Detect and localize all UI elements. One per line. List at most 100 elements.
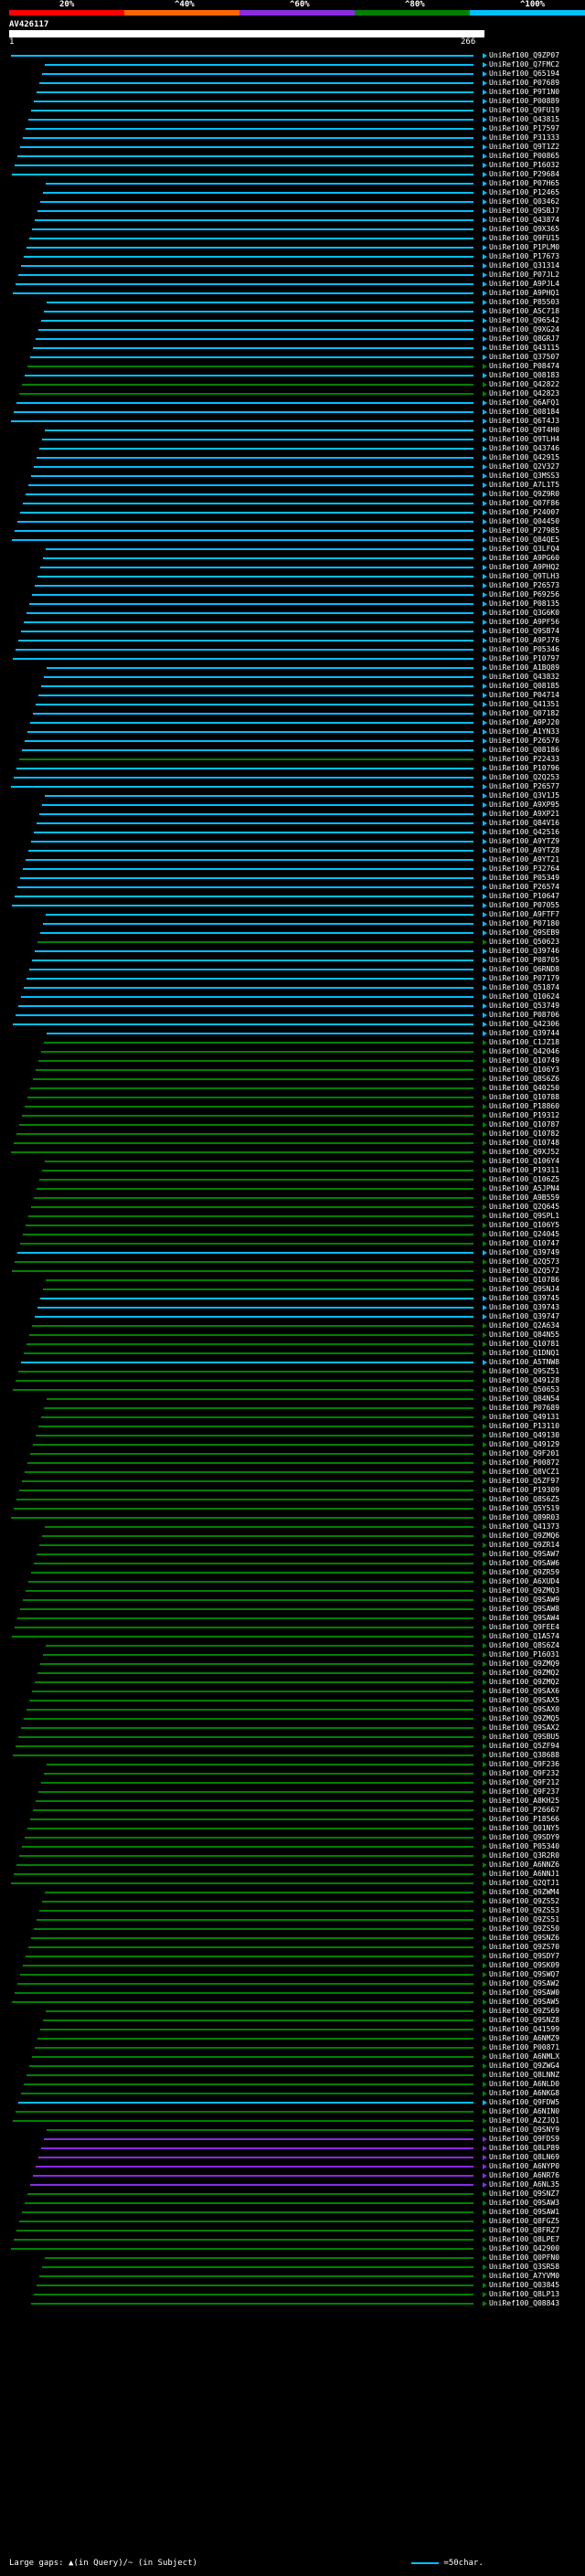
hit-row[interactable]: UniRef100_P05340	[0, 1842, 585, 1851]
hit-row[interactable]: UniRef100_Q51874	[0, 983, 585, 992]
hit-id-link[interactable]: UniRef100_Q9ZMQ3	[489, 1586, 560, 1595]
hit-id-link[interactable]: UniRef100_A7L1T5	[489, 481, 560, 489]
hit-alignment-line[interactable]	[23, 1234, 473, 1235]
hit-alignment-line[interactable]	[16, 283, 473, 285]
hit-row[interactable]: UniRef100_A6XUD4	[0, 1577, 585, 1586]
hit-row[interactable]: UniRef100_Q8LPE7	[0, 2235, 585, 2244]
hit-alignment-line[interactable]	[24, 621, 473, 623]
hit-alignment-line[interactable]	[39, 1179, 473, 1181]
hit-row[interactable]: UniRef100_Q9ZS51	[0, 1915, 585, 1924]
hit-id-link[interactable]: UniRef100_A6NKG8	[489, 2089, 560, 2097]
hit-alignment-line[interactable]	[41, 320, 473, 322]
hit-id-link[interactable]: UniRef100_P29684	[489, 170, 560, 178]
hit-row[interactable]: UniRef100_Q6AFQ1	[0, 398, 585, 408]
hit-alignment-line[interactable]	[42, 804, 473, 806]
hit-id-link[interactable]: UniRef100_Q10781	[489, 1340, 560, 1348]
hit-id-link[interactable]: UniRef100_Q49128	[489, 1376, 560, 1384]
hit-id-link[interactable]: UniRef100_Q49131	[489, 1413, 560, 1421]
hit-alignment-line[interactable]	[14, 1142, 473, 1144]
hit-id-link[interactable]: UniRef100_A7YVM0	[489, 2272, 560, 2280]
hit-id-link[interactable]: UniRef100_Q5ZF94	[489, 1742, 560, 1750]
hit-id-link[interactable]: UniRef100_Q42822	[489, 380, 560, 388]
hit-id-link[interactable]: UniRef100_A9YTZ9	[489, 837, 560, 845]
hit-id-link[interactable]: UniRef100_P9T1N0	[489, 88, 560, 96]
hit-row[interactable]: UniRef100_Q10787	[0, 1120, 585, 1129]
hit-alignment-line[interactable]	[29, 2065, 473, 2067]
hit-id-link[interactable]: UniRef100_P19311	[489, 1166, 560, 1174]
hit-alignment-line[interactable]	[15, 1627, 473, 1628]
hit-id-link[interactable]: UniRef100_Q6AFQ1	[489, 398, 560, 407]
hit-id-link[interactable]: UniRef100_P07H65	[489, 179, 560, 187]
hit-id-link[interactable]: UniRef100_Q2Q572	[489, 1267, 560, 1275]
hit-id-link[interactable]: UniRef100_Q9ZS53	[489, 1906, 560, 1914]
hit-id-link[interactable]: UniRef100_Q43832	[489, 673, 560, 681]
hit-alignment-line[interactable]	[26, 1956, 473, 1957]
hit-id-link[interactable]: UniRef100_Q3G6K0	[489, 609, 560, 617]
hit-alignment-line[interactable]	[30, 722, 473, 724]
hit-alignment-line[interactable]	[11, 420, 473, 422]
hit-row[interactable]: UniRef100_Q8S6Z5	[0, 1495, 585, 1504]
hit-id-link[interactable]: UniRef100_Q9SAW7	[489, 1550, 560, 1558]
hit-row[interactable]: UniRef100_Q9FEE4	[0, 1623, 585, 1632]
hit-row[interactable]: UniRef100_P85503	[0, 298, 585, 307]
hit-alignment-line[interactable]	[26, 1590, 473, 1592]
hit-id-link[interactable]: UniRef100_Q9SAW0	[489, 1988, 560, 1997]
hit-row[interactable]: UniRef100_Q9SAW7	[0, 1550, 585, 1559]
hit-alignment-line[interactable]	[38, 1060, 473, 1062]
hit-id-link[interactable]: UniRef100_Q9ZR59	[489, 1568, 560, 1576]
hit-row[interactable]: UniRef100_P22433	[0, 755, 585, 764]
hit-id-link[interactable]: UniRef100_Q53749	[489, 1002, 560, 1010]
hit-row[interactable]: UniRef100_P9T1N0	[0, 88, 585, 97]
hit-row[interactable]: UniRef100_Q65194	[0, 69, 585, 79]
hit-alignment-line[interactable]	[41, 1051, 473, 1053]
hit-id-link[interactable]: UniRef100_Q9Z9R0	[489, 490, 560, 498]
hit-row[interactable]: UniRef100_Q9SAW8	[0, 1605, 585, 1614]
hit-row[interactable]: UniRef100_Q9ZR59	[0, 1568, 585, 1577]
hit-row[interactable]: UniRef100_Q39745	[0, 1294, 585, 1303]
hit-row[interactable]: UniRef100_Q49131	[0, 1413, 585, 1422]
hit-id-link[interactable]: UniRef100_Q49129	[489, 1440, 560, 1448]
hit-alignment-line[interactable]	[39, 1910, 473, 1912]
hit-alignment-line[interactable]	[35, 1681, 473, 1683]
hit-alignment-line[interactable]	[42, 73, 473, 75]
hit-row[interactable]: UniRef100_P17673	[0, 252, 585, 261]
hit-row[interactable]: UniRef100_P26574	[0, 883, 585, 892]
hit-row[interactable]: UniRef100_Q3R2R0	[0, 1851, 585, 1860]
hit-alignment-line[interactable]	[43, 1654, 473, 1656]
hit-row[interactable]: UniRef100_A6NNJ1	[0, 1870, 585, 1879]
hit-id-link[interactable]: UniRef100_Q10748	[489, 1139, 560, 1147]
hit-id-link[interactable]: UniRef100_A9PF56	[489, 618, 560, 626]
hit-alignment-line[interactable]	[23, 1965, 473, 1966]
hit-alignment-line[interactable]	[27, 1343, 473, 1345]
hit-alignment-line[interactable]	[39, 448, 473, 450]
hit-alignment-line[interactable]	[18, 1736, 473, 1738]
hit-id-link[interactable]: UniRef100_Q9F236	[489, 1760, 560, 1768]
hit-id-link[interactable]: UniRef100_Q9FDS9	[489, 2135, 560, 2143]
hit-alignment-line[interactable]	[36, 704, 473, 705]
hit-id-link[interactable]: UniRef100_A6NR76	[489, 2171, 560, 2179]
hit-row[interactable]: UniRef100_Q3MSS3	[0, 472, 585, 481]
hit-row[interactable]: UniRef100_A9YTZ8	[0, 846, 585, 855]
hit-alignment-line[interactable]	[13, 1023, 473, 1025]
hit-alignment-line[interactable]	[36, 1800, 473, 1802]
hit-alignment-line[interactable]	[23, 137, 473, 139]
hit-id-link[interactable]: UniRef100_P26574	[489, 883, 560, 891]
hit-alignment-line[interactable]	[14, 2239, 473, 2241]
hit-row[interactable]: UniRef100_P13110	[0, 1422, 585, 1431]
hit-alignment-line[interactable]	[38, 1426, 473, 1427]
hit-row[interactable]: UniRef100_P19309	[0, 1486, 585, 1495]
hit-alignment-line[interactable]	[37, 1553, 473, 1555]
hit-id-link[interactable]: UniRef100_P10797	[489, 654, 560, 663]
hit-row[interactable]: UniRef100_Q9ZMQ6	[0, 1532, 585, 1541]
hit-alignment-line[interactable]	[43, 1288, 473, 1290]
hit-id-link[interactable]: UniRef100_Q106Y4	[489, 1157, 560, 1165]
hit-alignment-line[interactable]	[11, 2248, 473, 2250]
hit-id-link[interactable]: UniRef100_Q1DNQ1	[489, 1349, 560, 1357]
hit-row[interactable]: UniRef100_Q9SAX5	[0, 1696, 585, 1705]
hit-row[interactable]: UniRef100_Q9XG24	[0, 325, 585, 334]
hit-id-link[interactable]: UniRef100_Q9ZMQ6	[489, 1532, 560, 1540]
hit-alignment-line[interactable]	[18, 274, 473, 276]
hit-row[interactable]: UniRef100_P08135	[0, 599, 585, 609]
hit-alignment-line[interactable]	[32, 1325, 473, 1327]
hit-row[interactable]: UniRef100_P00889	[0, 97, 585, 106]
